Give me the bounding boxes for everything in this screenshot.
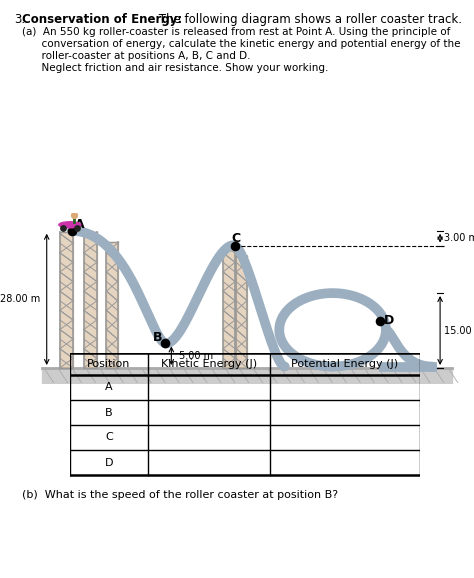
- Text: Conservation of Energy:: Conservation of Energy:: [22, 13, 182, 26]
- Text: (b)  What is the speed of the roller coaster at position B?: (b) What is the speed of the roller coas…: [22, 490, 338, 500]
- Point: [68, 226, 75, 235]
- Text: conversation of energy, calculate the kinetic energy and potential energy of the: conversation of energy, calculate the ki…: [22, 39, 461, 49]
- Point: [162, 339, 169, 348]
- Point: [70, 211, 78, 220]
- Text: B: B: [153, 331, 162, 344]
- Text: 3.00 m: 3.00 m: [444, 233, 474, 243]
- Text: 3.: 3.: [14, 13, 25, 26]
- Text: Kinetic Energy (J): Kinetic Energy (J): [161, 359, 257, 369]
- Text: C: C: [231, 232, 240, 245]
- Text: Position: Position: [87, 359, 131, 369]
- Text: B: B: [105, 407, 113, 417]
- Text: 5.00 m: 5.00 m: [179, 351, 213, 361]
- Text: 15.00 m: 15.00 m: [444, 325, 474, 335]
- Point: [231, 241, 239, 250]
- Text: A: A: [75, 217, 85, 231]
- Text: roller-coaster at positions A, B, C and D.: roller-coaster at positions A, B, C and …: [22, 51, 250, 61]
- Text: C: C: [105, 432, 113, 443]
- Point: [376, 317, 383, 326]
- Text: D: D: [105, 458, 113, 468]
- Text: The following diagram shows a roller coaster track.: The following diagram shows a roller coa…: [155, 13, 462, 26]
- Text: Neglect friction and air resistance. Show your working.: Neglect friction and air resistance. Sho…: [22, 63, 328, 73]
- Point: [73, 223, 81, 232]
- Text: Potential Energy (J): Potential Energy (J): [292, 359, 399, 369]
- Text: A: A: [105, 383, 113, 392]
- Ellipse shape: [59, 222, 81, 228]
- Point: [59, 223, 67, 232]
- Text: 28.00 m: 28.00 m: [0, 294, 40, 305]
- Text: (a)  An 550 kg roller-coaster is released from rest at Point A. Using the princi: (a) An 550 kg roller-coaster is released…: [22, 27, 450, 37]
- Text: D: D: [384, 314, 394, 327]
